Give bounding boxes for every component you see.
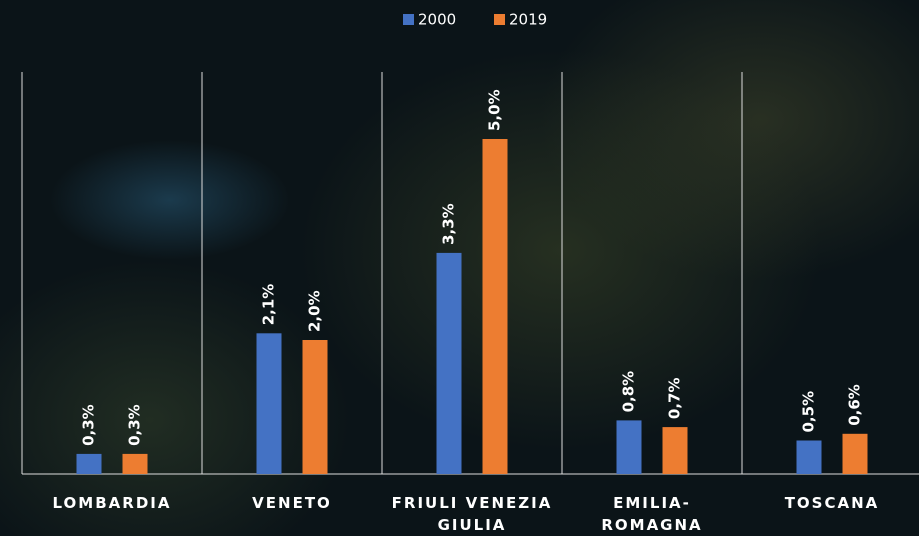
bar: [842, 433, 868, 474]
x-tick-label: FRIULI VENEZIA GIULIA: [391, 494, 553, 534]
value-label: 2,0%: [306, 290, 324, 332]
bar: [482, 139, 508, 474]
legend-label: 2019: [509, 11, 547, 29]
value-label: 0,5%: [800, 391, 818, 433]
value-label: 0,6%: [846, 384, 864, 426]
bar: [302, 340, 328, 474]
legend-swatch: [403, 14, 414, 25]
value-label: 0,3%: [126, 404, 144, 446]
value-label: 0,3%: [80, 404, 98, 446]
legend-label: 2000: [418, 11, 456, 29]
value-label: 0,8%: [620, 371, 638, 413]
value-label: 5,0%: [486, 89, 504, 131]
bar: [76, 453, 102, 474]
legend-swatch: [494, 14, 505, 25]
x-tick-label: VENETO: [252, 494, 332, 512]
value-label: 0,7%: [666, 377, 684, 419]
value-label: 3,3%: [440, 203, 458, 245]
bar: [122, 453, 148, 474]
x-tick-label: EMILIA- ROMAGNA: [601, 494, 703, 534]
bar: [436, 252, 462, 474]
bar: [256, 333, 282, 474]
bar: [616, 420, 642, 474]
x-tick-label: LOMBARDIA: [52, 494, 172, 512]
bar: [796, 440, 822, 474]
value-label: 2,1%: [260, 284, 278, 326]
x-tick-label: TOSCANA: [784, 494, 880, 512]
bar: [662, 427, 688, 474]
